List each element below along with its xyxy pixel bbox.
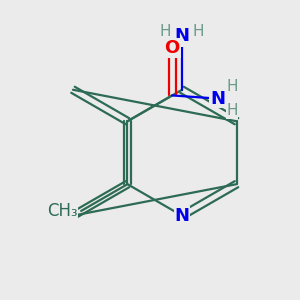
Text: N: N (210, 90, 225, 108)
Text: N: N (175, 207, 190, 225)
Text: CH₃: CH₃ (47, 202, 78, 220)
Text: H: H (160, 24, 171, 39)
Text: H: H (193, 24, 204, 39)
Text: H: H (226, 79, 238, 94)
Text: O: O (165, 39, 180, 57)
Text: N: N (175, 27, 190, 45)
Text: H: H (226, 103, 238, 118)
